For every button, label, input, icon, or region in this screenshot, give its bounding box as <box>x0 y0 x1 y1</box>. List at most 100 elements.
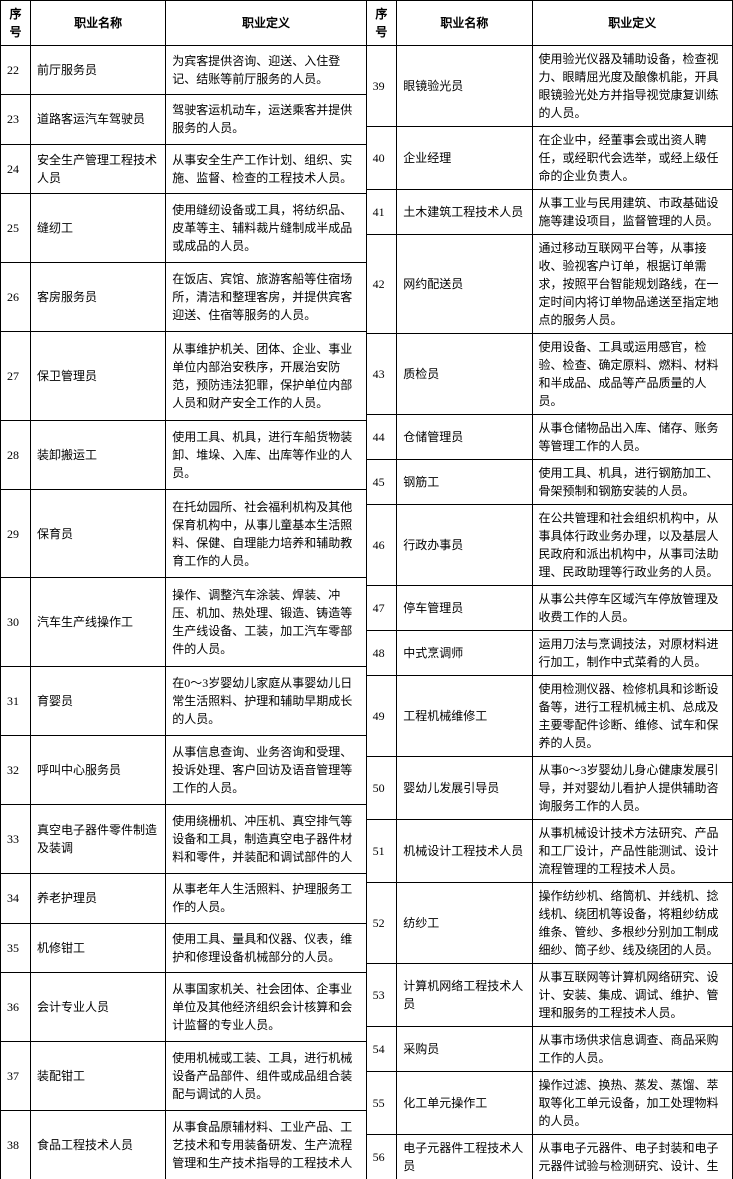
cell-seq: 44 <box>367 415 397 460</box>
cell-seq: 40 <box>367 127 397 190</box>
cell-name: 仓储管理员 <box>397 415 532 460</box>
cell-seq: 26 <box>1 262 31 331</box>
table-row: 49工程机械维修工使用检测仪器、检修机具和诊断设备等，进行工程机械主机、总成及主… <box>367 676 733 757</box>
cell-name: 计算机网络工程技术人员 <box>397 964 532 1027</box>
cell-seq: 27 <box>1 331 31 420</box>
cell-name: 汽车生产线操作工 <box>31 578 166 667</box>
cell-name: 中式烹调师 <box>397 631 532 676</box>
cell-def: 从事老年人生活照料、护理服务工作的人员。 <box>166 874 366 923</box>
cell-def: 运用刀法与烹调技法，对原材料进行加工，制作中式菜肴的人员。 <box>532 631 733 676</box>
cell-def: 从事信息查询、业务咨询和受理、投诉处理、客户回访及语音管理等工作的人员。 <box>166 736 366 805</box>
table-row: 26客房服务员在饭店、宾馆、旅游客船等住宿场所，清洁和整理客房，并提供宾客迎送、… <box>1 262 367 331</box>
table-row: 51机械设计工程技术人员从事机械设计技术方法研究、产品和工厂设计，产品性能测试、… <box>367 820 733 883</box>
cell-def: 使用设备、工具或运用感官，检验、检查、确定原料、燃料、材料和半成品、成品等产品质… <box>532 334 733 415</box>
table-row: 29保育员在托幼园所、社会福利机构及其他保育机构中，从事儿童基本生活照料、保健、… <box>1 489 367 578</box>
table-row: 32呼叫中心服务员从事信息查询、业务咨询和受理、投诉处理、客户回访及语音管理等工… <box>1 736 367 805</box>
cell-seq: 32 <box>1 736 31 805</box>
cell-seq: 39 <box>367 46 397 127</box>
table-row: 46行政办事员在公共管理和社会组织机构中，从事具体行政业务办理，以及基层人民政府… <box>367 505 733 586</box>
table-row: 25缝纫工使用缝纫设备或工具，将纺织品、皮革等主、辅料裁片缝制成半成品或成品的人… <box>1 193 367 262</box>
cell-name: 真空电子器件零件制造及装调 <box>31 805 166 874</box>
cell-name: 眼镜验光员 <box>397 46 532 127</box>
cell-name: 会计专业人员 <box>31 972 166 1041</box>
cell-def: 从事机械设计技术方法研究、产品和工厂设计，产品性能测试、设计流程管理的工程技术人… <box>532 820 733 883</box>
cell-seq: 30 <box>1 578 31 667</box>
header-seq: 序号 <box>367 1 397 46</box>
cell-def: 操作过滤、换热、蒸发、蒸馏、萃取等化工单元设备，加工处理物料的人员。 <box>532 1072 733 1135</box>
cell-def: 使用机械或工装、工具，进行机械设备产品部件、组件或成品组合装配与调试的人员。 <box>166 1041 366 1110</box>
cell-seq: 51 <box>367 820 397 883</box>
cell-name: 钢筋工 <box>397 460 532 505</box>
cell-seq: 24 <box>1 144 31 193</box>
table-row: 35机修钳工使用工具、量具和仪器、仪表，维护和修理设备机械部分的人员。 <box>1 923 367 972</box>
cell-seq: 29 <box>1 489 31 578</box>
table-row: 40企业经理在企业中，经董事会或出资人聘任，或经职代会选举，或经上级任命的企业负… <box>367 127 733 190</box>
table-row: 54采购员从事市场供求信息调查、商品采购工作的人员。 <box>367 1027 733 1072</box>
cell-def: 在饭店、宾馆、旅游客船等住宿场所，清洁和整理客房，并提供宾客迎送、住宿等服务的人… <box>166 262 366 331</box>
cell-def: 从事0～3岁婴幼儿身心健康发展引导，并对婴幼儿看护人提供辅助咨询服务工作的人员。 <box>532 757 733 820</box>
cell-name: 机械设计工程技术人员 <box>397 820 532 883</box>
cell-def: 从事安全生产工作计划、组织、实施、监督、检查的工程技术人员。 <box>166 144 366 193</box>
cell-seq: 49 <box>367 676 397 757</box>
table-row: 55化工单元操作工操作过滤、换热、蒸发、蒸馏、萃取等化工单元设备，加工处理物料的… <box>367 1072 733 1135</box>
header-name: 职业名称 <box>397 1 532 46</box>
cell-seq: 28 <box>1 420 31 489</box>
table-row: 22前厅服务员为宾客提供咨询、迎送、入住登记、结账等前厅服务的人员。 <box>1 46 367 95</box>
table-row: 41土木建筑工程技术人员从事工业与民用建筑、市政基础设施等建设项目，监督管理的人… <box>367 190 733 235</box>
table-row: 33真空电子器件零件制造及装调使用绕栅机、冲压机、真空排气等设备和工具，制造真空… <box>1 805 367 874</box>
cell-seq: 54 <box>367 1027 397 1072</box>
occupation-table-wrap: 序号职业名称职业定义22前厅服务员为宾客提供咨询、迎送、入住登记、结账等前厅服务… <box>0 0 733 1179</box>
cell-seq: 45 <box>367 460 397 505</box>
table-row: 45钢筋工使用工具、机具，进行钢筋加工、骨架预制和钢筋安装的人员。 <box>367 460 733 505</box>
cell-seq: 42 <box>367 235 397 334</box>
table-row: 56电子元器件工程技术人员从事电子元器件、电子封装和电子元器件试验与检测研究、设… <box>367 1135 733 1179</box>
table-row: 50婴幼儿发展引导员从事0～3岁婴幼儿身心健康发展引导，并对婴幼儿看护人提供辅助… <box>367 757 733 820</box>
table-row: 43质检员使用设备、工具或运用感官，检验、检查、确定原料、燃料、材料和半成品、成… <box>367 334 733 415</box>
table-row: 37装配钳工使用机械或工装、工具，进行机械设备产品部件、组件或成品组合装配与调试… <box>1 1041 367 1110</box>
cell-name: 食品工程技术人员 <box>31 1110 166 1179</box>
cell-name: 呼叫中心服务员 <box>31 736 166 805</box>
cell-name: 装配钳工 <box>31 1041 166 1110</box>
cell-seq: 37 <box>1 1041 31 1110</box>
cell-name: 保育员 <box>31 489 166 578</box>
cell-def: 从事互联网等计算机网络研究、设计、安装、集成、调试、维护、管理和服务的工程技术人… <box>532 964 733 1027</box>
cell-name: 装卸搬运工 <box>31 420 166 489</box>
cell-def: 使用工具、机具，进行钢筋加工、骨架预制和钢筋安装的人员。 <box>532 460 733 505</box>
cell-def: 使用缝纫设备或工具，将纺织品、皮革等主、辅料裁片缝制成半成品或成品的人员。 <box>166 193 366 262</box>
cell-name: 电子元器件工程技术人员 <box>397 1135 532 1179</box>
cell-seq: 46 <box>367 505 397 586</box>
header-def: 职业定义 <box>166 1 366 46</box>
cell-seq: 25 <box>1 193 31 262</box>
cell-seq: 53 <box>367 964 397 1027</box>
cell-name: 质检员 <box>397 334 532 415</box>
cell-seq: 34 <box>1 874 31 923</box>
cell-def: 在0～3岁婴幼儿家庭从事婴幼儿日常生活照料、护理和辅助早期成长的人员。 <box>166 667 366 736</box>
table-row: 36会计专业人员从事国家机关、社会团体、企事业单位及其他经济组织会计核算和会计监… <box>1 972 367 1041</box>
cell-seq: 52 <box>367 883 397 964</box>
header-def: 职业定义 <box>532 1 733 46</box>
cell-seq: 47 <box>367 586 397 631</box>
table-row: 42网约配送员通过移动互联网平台等，从事接收、验视客户订单，根据订单需求，按照平… <box>367 235 733 334</box>
header-row: 序号职业名称职业定义 <box>367 1 733 46</box>
table-row: 47停车管理员从事公共停车区域汽车停放管理及收费工作的人员。 <box>367 586 733 631</box>
cell-def: 通过移动互联网平台等，从事接收、验视客户订单，根据订单需求，按照平台智能规划路线… <box>532 235 733 334</box>
header-row: 序号职业名称职业定义 <box>1 1 367 46</box>
cell-name: 道路客运汽车驾驶员 <box>31 95 166 144</box>
cell-def: 从事仓储物品出入库、储存、账务等管理工作的人员。 <box>532 415 733 460</box>
table-row: 34养老护理员从事老年人生活照料、护理服务工作的人员。 <box>1 874 367 923</box>
cell-name: 停车管理员 <box>397 586 532 631</box>
cell-name: 安全生产管理工程技术人员 <box>31 144 166 193</box>
cell-seq: 43 <box>367 334 397 415</box>
cell-name: 纺纱工 <box>397 883 532 964</box>
cell-name: 行政办事员 <box>397 505 532 586</box>
cell-name: 采购员 <box>397 1027 532 1072</box>
cell-def: 驾驶客运机动车，运送乘客并提供服务的人员。 <box>166 95 366 144</box>
cell-seq: 36 <box>1 972 31 1041</box>
cell-name: 企业经理 <box>397 127 532 190</box>
header-name: 职业名称 <box>31 1 166 46</box>
cell-seq: 48 <box>367 631 397 676</box>
table-row: 53计算机网络工程技术人员从事互联网等计算机网络研究、设计、安装、集成、调试、维… <box>367 964 733 1027</box>
cell-seq: 22 <box>1 46 31 95</box>
table-row: 52纺纱工操作纺纱机、络筒机、并线机、捻线机、绕团机等设备，将粗纱纺成维条、管纱… <box>367 883 733 964</box>
cell-def: 从事公共停车区域汽车停放管理及收费工作的人员。 <box>532 586 733 631</box>
